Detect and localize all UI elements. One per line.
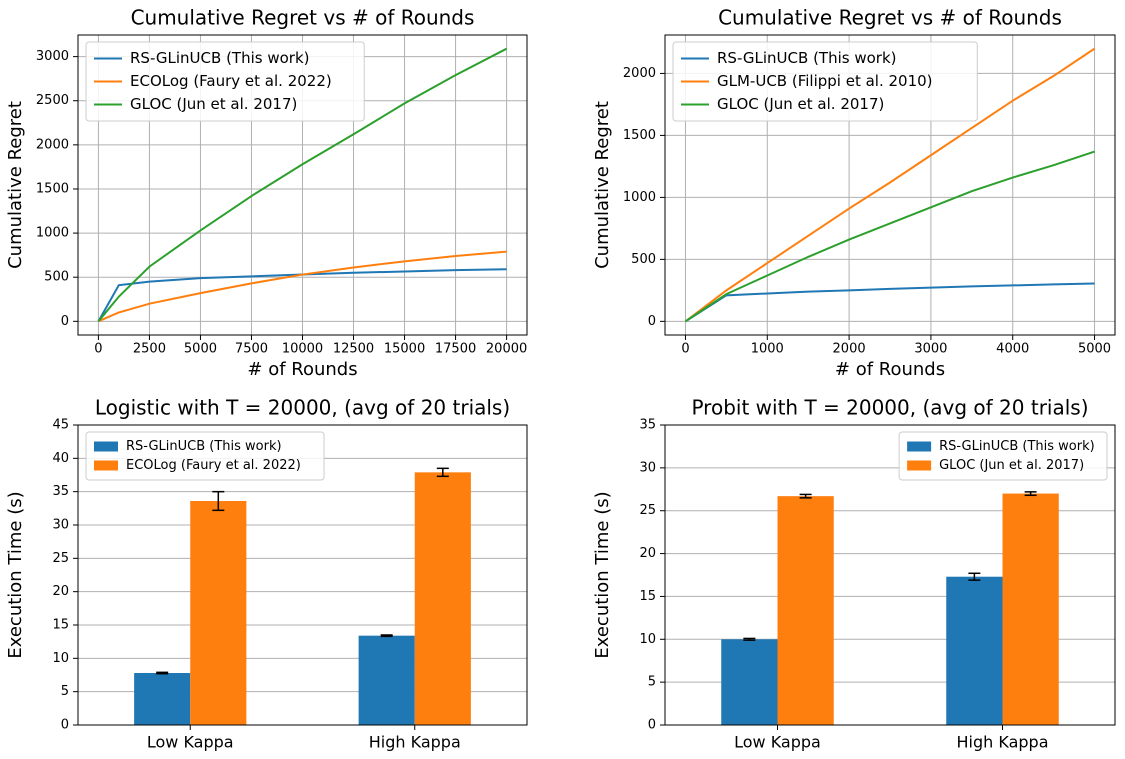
x-tick-label: 0 [681,342,689,357]
y-axis-label: Cumulative Regret [592,101,613,269]
y-tick-label: 2500 [36,93,69,108]
chart-title: Cumulative Regret vs # of Rounds [131,6,475,30]
axes-frame [77,34,528,336]
bar [946,576,1003,725]
axes-frame [664,424,1116,726]
legend-label: RS-GLinUCB (This work) [717,49,897,67]
legend-box [672,41,978,122]
y-tick-label: 25 [639,503,656,518]
y-tick-label: 5 [61,684,69,699]
legend-box [898,431,1108,481]
legend-label: ECOLog (Faury et al. 2022) [130,72,332,90]
x-tick-label: 15000 [384,342,425,357]
legend-label: ECOLog (Faury et al. 2022) [126,458,301,473]
legend-label: GLOC (Jun et al. 2017) [130,95,297,113]
chart-title: Logistic with T = 20000, (avg of 20 tria… [95,396,510,420]
line-series [97,268,507,322]
bar [414,472,471,725]
y-axis-label: Cumulative Regret [5,101,26,269]
bar [190,501,247,725]
bar [134,673,191,725]
x-axis-label: # of Rounds [835,359,945,380]
legend-label: GLM-UCB (Filippi et al. 2010) [717,72,933,90]
x-axis-label: # of Rounds [247,359,357,380]
x-tick-label: 5000 [1078,342,1111,357]
y-tick-label: 10 [639,632,656,647]
y-tick-label: 45 [52,418,69,433]
bar [721,639,778,725]
y-tick-label: 500 [44,270,69,285]
y-tick-label: 30 [52,518,69,533]
y-tick-label: 15 [639,589,656,604]
chart-title: Cumulative Regret vs # of Rounds [718,6,1062,30]
x-tick-label: 2500 [133,342,166,357]
line-series [98,250,507,323]
y-tick-label: 1500 [36,181,69,196]
legend-label: RS-GLinUCB (This work) [126,439,282,454]
y-tick-label: 3000 [36,49,69,64]
line-series [684,47,1096,323]
y-tick-label: 30 [639,460,656,475]
y-tick-label: 0 [648,314,656,329]
y-axis-label: Execution Time (s) [592,491,613,658]
y-tick-label: 1000 [36,226,69,241]
x-tick-label: High Kappa [957,733,1049,752]
y-tick-label: 10 [52,651,69,666]
y-tick-label: 0 [61,718,69,733]
y-tick-label: 35 [52,484,69,499]
x-tick-label: 12500 [333,342,374,357]
x-tick-label: High Kappa [369,733,461,752]
y-tick-label: 2000 [36,137,69,152]
legend-swatch [907,460,932,471]
y-tick-label: 0 [61,314,69,329]
legend-swatch [907,441,932,452]
x-tick-label: 17500 [435,342,476,357]
x-tick-label: 3000 [914,342,947,357]
legend-label: RS-GLinUCB (This work) [939,439,1095,454]
legend-box [85,431,325,481]
x-tick-label: Low Kappa [147,733,234,752]
x-tick-label: 1000 [751,342,784,357]
legend-label: GLOC (Jun et al. 2017) [939,458,1084,473]
y-tick-label: 0 [648,718,656,733]
y-tick-label: 2000 [623,66,656,81]
x-tick-label: 7500 [235,342,268,357]
axes-frame [77,424,528,726]
axes-frame [664,34,1116,336]
y-tick-label: 20 [639,546,656,561]
legend-box [85,41,365,122]
x-tick-label: 2000 [833,342,866,357]
legend-swatch [94,441,118,452]
y-tick-label: 40 [52,451,69,466]
line-series [684,150,1095,323]
bar [358,635,415,725]
y-tick-label: 1500 [623,128,656,143]
legend-label: RS-GLinUCB (This work) [130,49,310,67]
line-series [97,47,508,322]
x-tick-label: 4000 [996,342,1029,357]
y-tick-label: 1000 [623,190,656,205]
bar [777,496,834,725]
y-tick-label: 500 [631,252,656,267]
y-tick-label: 15 [52,618,69,633]
y-tick-label: 20 [52,584,69,599]
y-tick-label: 5 [648,675,656,690]
chart-title: Probit with T = 20000, (avg of 20 trials… [691,396,1088,420]
x-tick-label: 20000 [486,342,527,357]
x-tick-label: Low Kappa [734,733,821,752]
y-tick-label: 25 [52,551,69,566]
y-tick-label: 35 [639,418,656,433]
line-series [684,282,1095,323]
legend-label: GLOC (Jun et al. 2017) [717,95,884,113]
x-tick-label: 5000 [184,342,217,357]
x-tick-label: 0 [94,342,102,357]
bar [1002,493,1059,725]
x-tick-label: 10000 [282,342,323,357]
y-axis-label: Execution Time (s) [5,491,26,658]
legend-swatch [94,460,118,471]
